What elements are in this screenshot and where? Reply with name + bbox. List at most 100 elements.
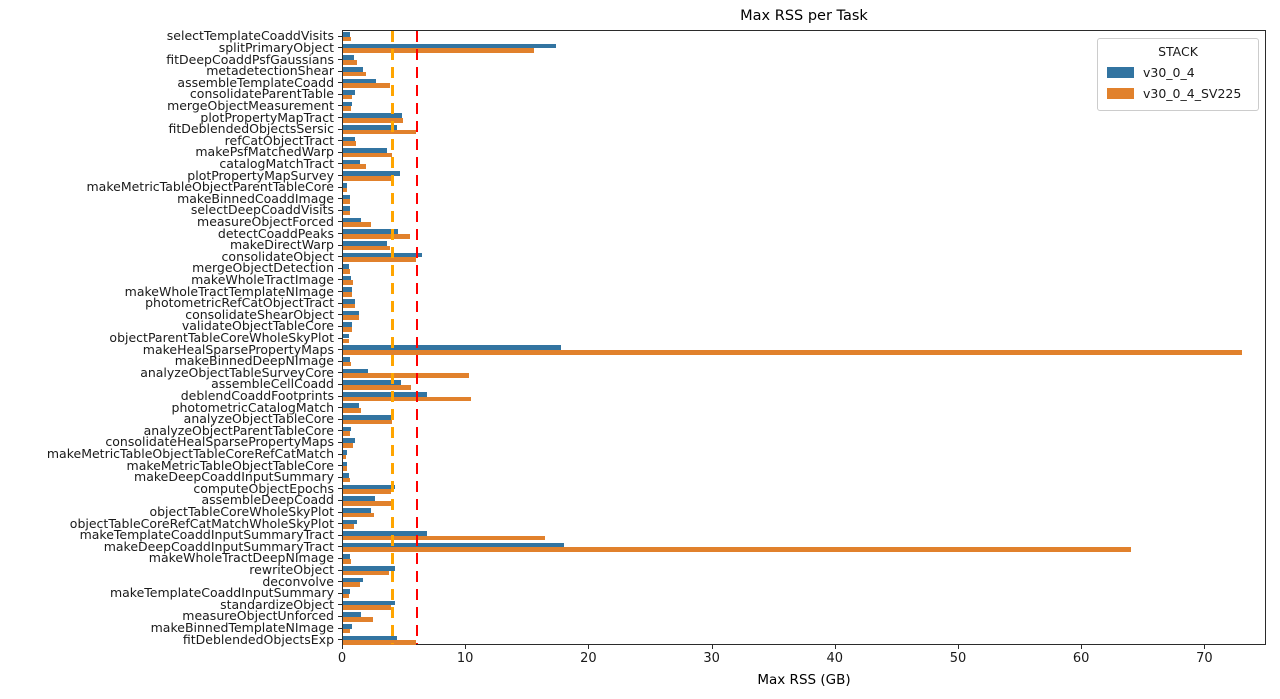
y-tick-mark (338, 395, 342, 397)
legend-swatch-v30_0_4_SV225 (1107, 88, 1134, 99)
y-tick-label: makeDeepCoaddInputSummary (134, 469, 334, 485)
y-tick-mark (338, 569, 342, 571)
y-tick-label: mergeObjectMeasurement (167, 97, 334, 113)
y-tick-label: objectParentTableCoreWholeSkyPlot (109, 330, 334, 345)
y-tick-label: makeBinnedCoaddImage (177, 190, 334, 206)
y-tick-label: makeMetricTableObjectTableCoreRefCatMatc… (46, 446, 334, 462)
bar-v30_0_4_SV225 (343, 234, 410, 239)
y-tick-mark (338, 465, 342, 467)
y-tick-mark (338, 546, 342, 548)
bar-v30_0_4 (343, 275, 351, 281)
x-tick-label: 50 (949, 651, 967, 666)
y-tick-label: selectDeepCoaddVisits (190, 202, 334, 218)
plot-area: STACK v30_0_4 v30_0_4_SV225 (342, 30, 1266, 645)
bar-v30_0_4_SV225 (343, 524, 355, 529)
y-tick-mark (338, 221, 342, 223)
y-tick-label: consolidateParentTable (189, 86, 334, 102)
bar-v30_0_4 (343, 217, 362, 223)
y-tick-label: deconvolve (262, 573, 334, 589)
y-tick-label: photometricRefCatObjectTract (145, 295, 334, 311)
bar-v30_0_4_SV225 (343, 129, 416, 135)
bar-v30_0_4_SV225 (343, 558, 351, 564)
bar-v30_0_4_SV225 (343, 396, 472, 402)
bar-v30_0_4_SV225 (343, 593, 349, 599)
y-tick-label: makeWholeTractTemplateNImage (124, 283, 334, 299)
y-tick-label: analyzeObjectTableCore (183, 411, 334, 427)
reference-line-4gb (391, 31, 394, 644)
y-tick-label: makeHealSparsePropertyMaps (142, 341, 334, 357)
bar-v30_0_4_SV225 (343, 83, 390, 88)
y-tick-mark (338, 105, 342, 107)
y-tick-mark (338, 93, 342, 95)
x-tick-label: 40 (826, 651, 844, 666)
bar-v30_0_4_SV225 (343, 350, 1243, 355)
y-tick-mark (338, 488, 342, 490)
x-tick-mark (958, 645, 959, 649)
x-tick-mark (1081, 645, 1083, 649)
y-tick-mark (338, 151, 342, 153)
bar-v30_0_4_SV225 (343, 384, 411, 390)
bar-v30_0_4_SV225 (343, 616, 373, 622)
y-tick-label: analyzeObjectParentTableCore (143, 422, 334, 438)
y-tick-mark (338, 627, 342, 629)
bar-v30_0_4 (343, 507, 372, 513)
bar-v30_0_4 (343, 90, 356, 95)
bar-v30_0_4_SV225 (343, 292, 352, 297)
y-tick-mark (338, 523, 342, 525)
y-tick-mark (338, 349, 342, 351)
x-tick-mark (342, 645, 343, 649)
x-tick-label: 70 (1196, 651, 1213, 666)
bar-v30_0_4 (343, 368, 368, 374)
bar-v30_0_4_SV225 (343, 94, 353, 100)
bar-v30_0_4 (343, 55, 355, 60)
y-tick-label: makeBinnedDeepNImage (174, 353, 334, 369)
bar-v30_0_4 (343, 391, 427, 397)
x-tick-mark (465, 645, 467, 649)
bar-v30_0_4 (343, 183, 347, 188)
bar-v30_0_4 (343, 299, 355, 304)
bar-v30_0_4_SV225 (343, 118, 404, 123)
bar-v30_0_4 (343, 473, 350, 478)
bar-v30_0_4_SV225 (343, 106, 351, 112)
bar-v30_0_4_SV225 (343, 512, 374, 518)
bar-v30_0_4 (343, 43, 557, 49)
y-tick-mark (338, 186, 342, 188)
bar-v30_0_4 (343, 136, 355, 142)
bar-v30_0_4 (343, 635, 398, 641)
bar-v30_0_4 (343, 519, 357, 525)
legend-entry: v30_0_4 (1107, 65, 1249, 80)
y-tick-mark (338, 82, 342, 84)
y-tick-mark (338, 70, 342, 72)
bar-v30_0_4_SV225 (343, 500, 393, 506)
bar-v30_0_4 (343, 415, 394, 420)
y-tick-mark (338, 511, 342, 513)
bar-v30_0_4_SV225 (343, 431, 351, 436)
y-tick-mark (338, 291, 342, 293)
bar-v30_0_4 (343, 542, 564, 548)
bar-v30_0_4 (343, 66, 363, 72)
y-tick-mark (338, 383, 342, 385)
bar-v30_0_4_SV225 (343, 489, 392, 494)
y-tick-label: analyzeObjectTableSurveyCore (140, 364, 334, 380)
bar-v30_0_4 (343, 333, 350, 339)
y-tick-label: fitDeblendedObjectsSersic (168, 121, 334, 137)
bar-v30_0_4_SV225 (343, 152, 393, 158)
y-tick-label: makeDeepCoaddInputSummaryTract (103, 538, 334, 554)
bar-v30_0_4 (343, 287, 352, 293)
bar-v30_0_4_SV225 (343, 628, 351, 634)
y-tick-label: selectTemplateCoaddVisits (166, 28, 334, 44)
y-tick-label: makeMetricTableObjectParentTableCore (86, 179, 335, 195)
y-tick-label: makeTemplateCoaddInputSummary (109, 585, 334, 601)
bar-v30_0_4 (343, 589, 350, 594)
bar-v30_0_4 (343, 113, 403, 118)
y-tick-label: standardizeObject (220, 596, 334, 612)
x-tick-mark (1204, 645, 1206, 649)
bar-v30_0_4 (343, 554, 350, 559)
y-tick-label: mergeObjectDetection (192, 260, 334, 276)
y-tick-label: photometricCatalogMatch (171, 399, 334, 415)
legend-label: v30_0_4 (1143, 65, 1195, 80)
legend: STACK v30_0_4 v30_0_4_SV225 (1097, 38, 1259, 111)
x-tick-mark (834, 645, 836, 649)
x-tick-label: 20 (580, 651, 597, 666)
x-tick-mark (588, 645, 590, 649)
